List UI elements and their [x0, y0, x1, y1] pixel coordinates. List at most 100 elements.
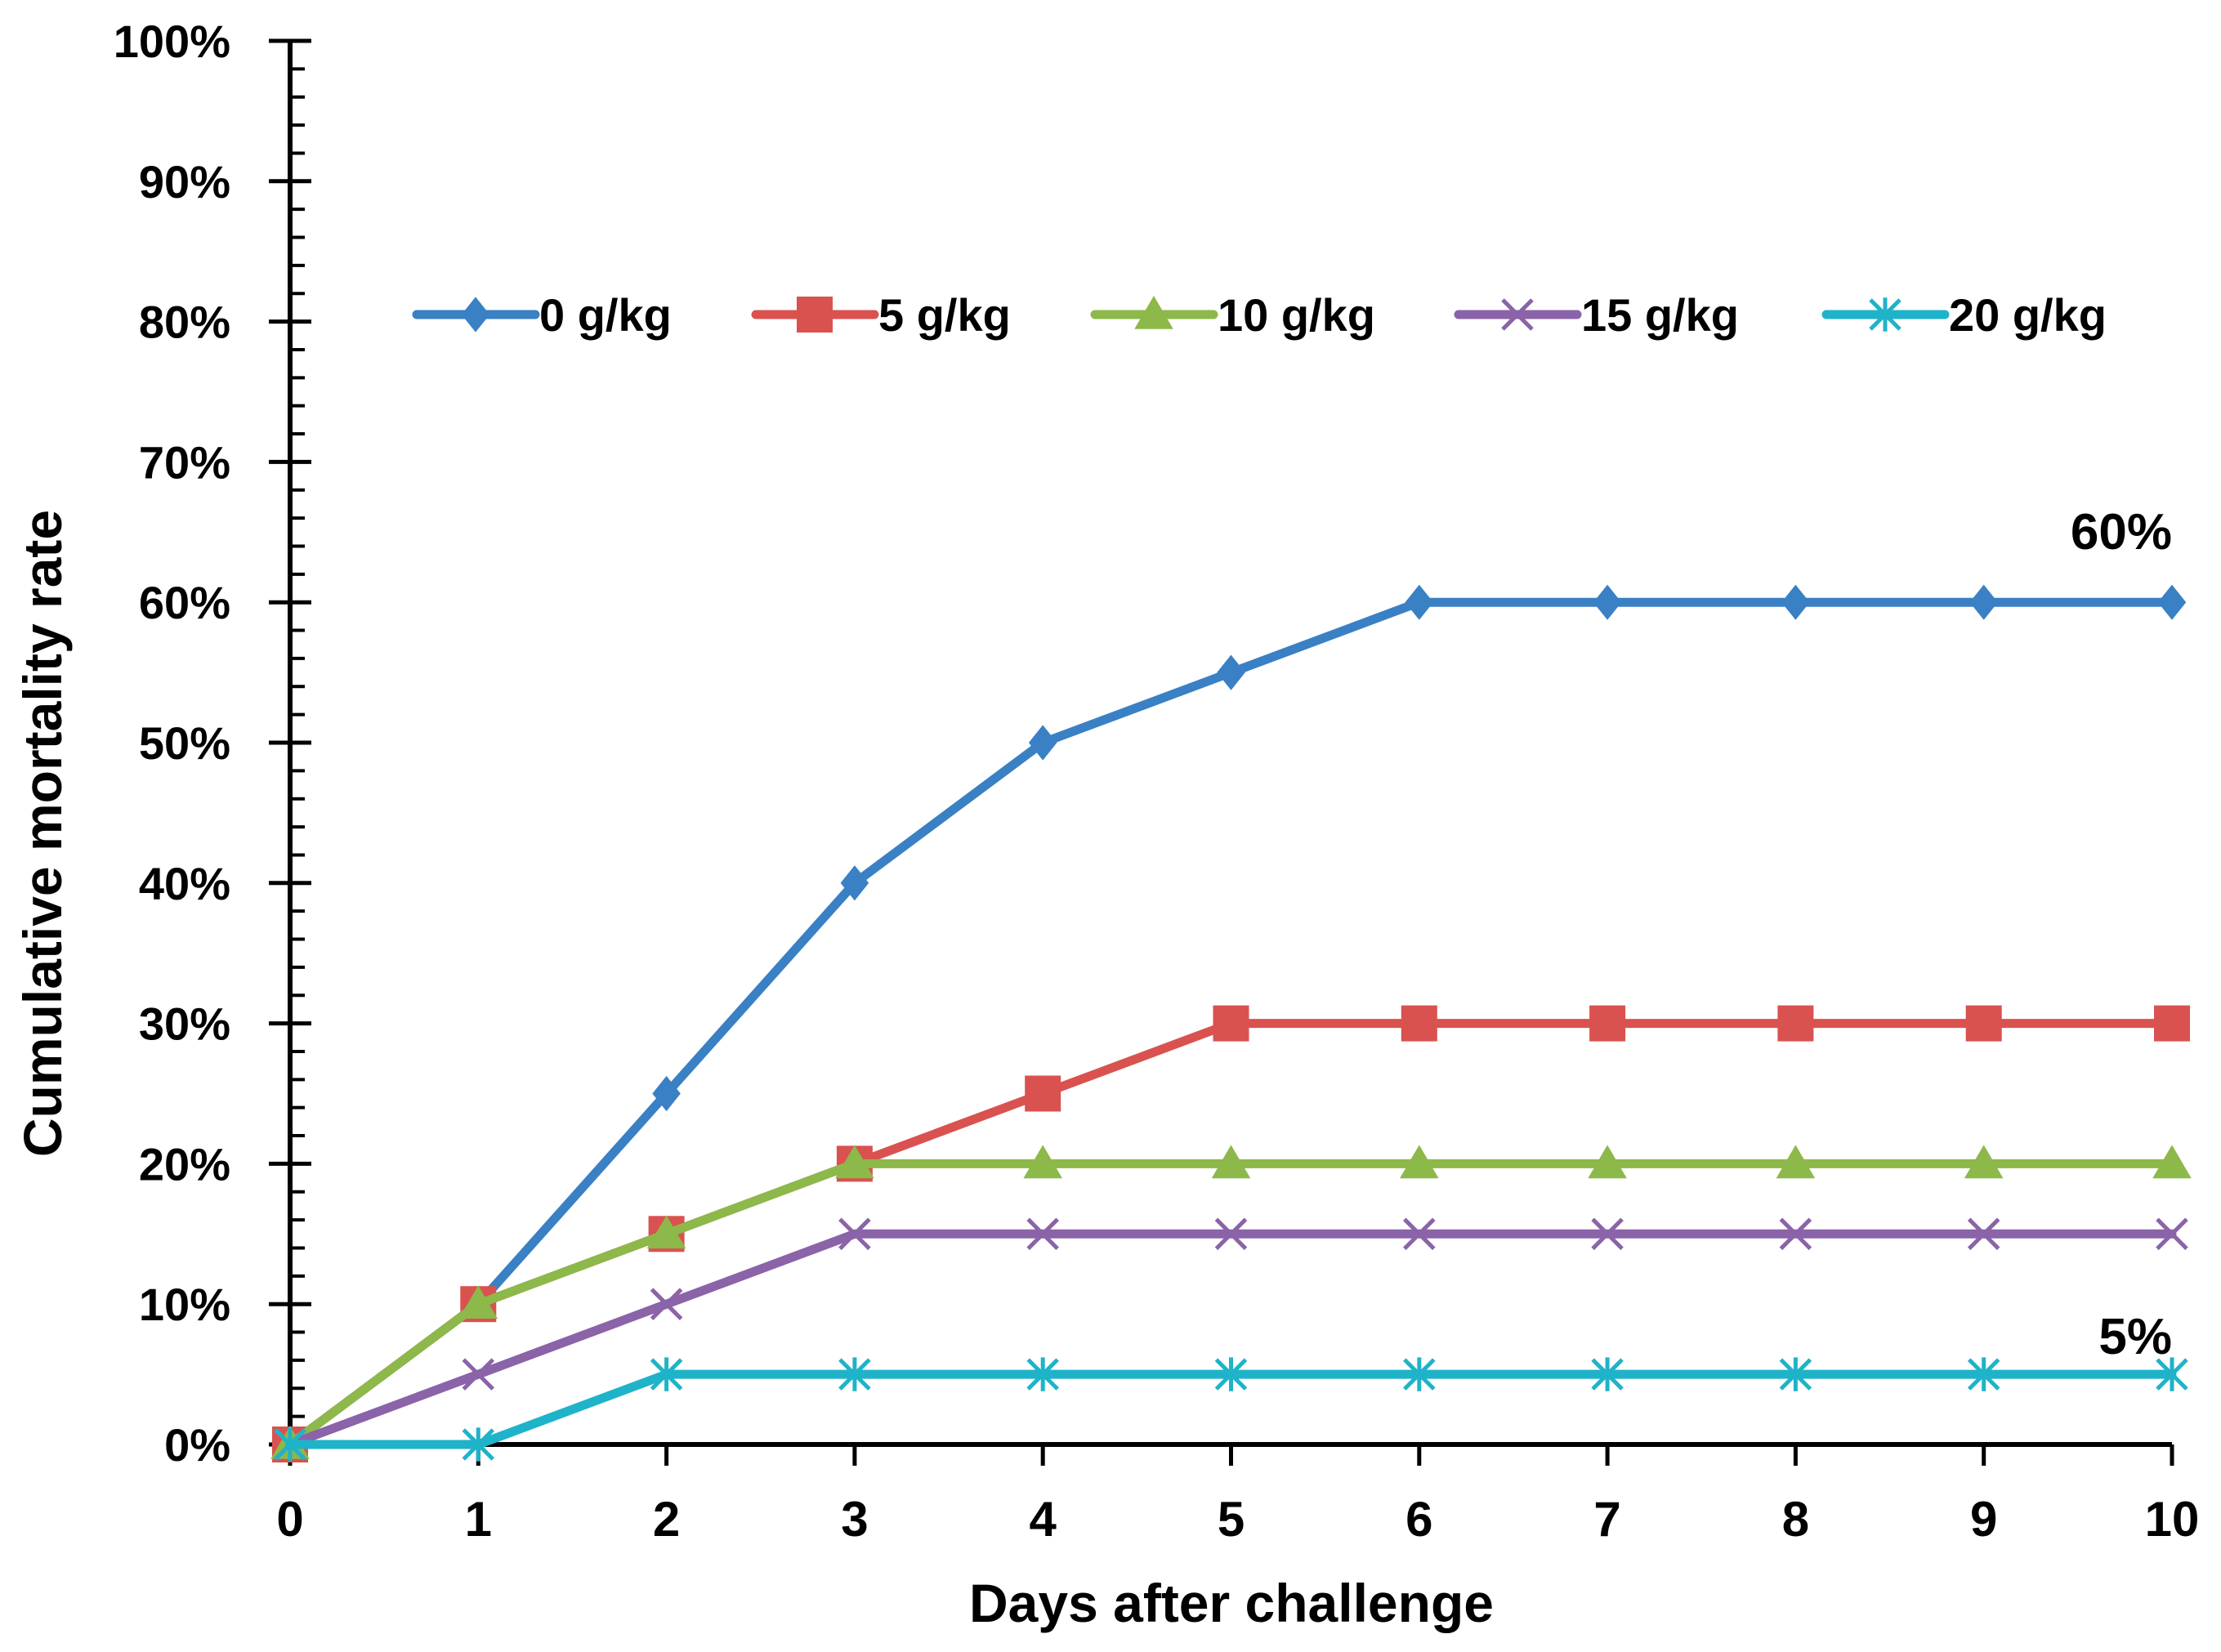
marker-stroke	[1967, 1217, 2000, 1251]
series-line	[285, 1159, 2177, 1449]
data-point	[1214, 1217, 1248, 1251]
data-point	[274, 1427, 306, 1462]
x-tick-label: 3	[841, 1492, 868, 1547]
legend-label: 0 g/kg	[539, 289, 672, 341]
data-point	[650, 1288, 683, 1320]
marker-stroke	[1591, 1217, 1624, 1251]
data-point	[1967, 1357, 2000, 1391]
y-tick-label: 60%	[139, 577, 230, 628]
data-point	[835, 1145, 874, 1179]
data-point	[1967, 1217, 2000, 1251]
data-point	[1777, 1005, 1814, 1042]
data-point	[1781, 584, 1810, 620]
data-point	[458, 1285, 498, 1319]
data-point	[1214, 1357, 1248, 1391]
x-tick-label: 7	[1593, 1492, 1620, 1547]
x-tick-label: 0	[276, 1492, 303, 1547]
marker-stroke	[1403, 1217, 1436, 1251]
data-point	[1211, 1145, 1251, 1179]
y-tick-label: 80%	[139, 297, 230, 348]
annotation-label: 60%	[2071, 504, 2172, 560]
data-point	[2157, 584, 2187, 620]
data-point	[1401, 1005, 1437, 1042]
legend-marker	[1134, 296, 1173, 329]
data-point	[2154, 1005, 2190, 1042]
data-point	[2156, 1357, 2188, 1391]
x-tick-label: 2	[653, 1492, 680, 1547]
data-point	[1403, 1217, 1436, 1251]
marker-stroke	[1501, 298, 1534, 331]
marker-stroke	[1779, 1217, 1812, 1251]
data-point	[462, 1358, 495, 1391]
data-point	[1776, 1145, 1816, 1179]
y-tick-label: 0%	[164, 1419, 230, 1471]
legend-item: 0 g/kg	[412, 289, 672, 341]
legend-label: 20 g/kg	[1949, 289, 2107, 341]
x-tick-label: 5	[1218, 1492, 1245, 1547]
data-point	[1965, 1005, 2002, 1042]
x-tick-label: 8	[1782, 1492, 1809, 1547]
data-point	[1588, 1145, 1627, 1179]
y-axis-title: Cumulative mortality rate	[12, 510, 73, 1157]
y-tick-label: 40%	[139, 858, 230, 909]
y-tick-label: 30%	[139, 998, 230, 1050]
x-tick-label: 10	[2145, 1492, 2200, 1547]
data-point	[2156, 1217, 2188, 1251]
data-point	[1779, 1217, 1812, 1251]
legend-marker	[461, 297, 490, 333]
marker-stroke	[1026, 1217, 1059, 1251]
legend-marker	[1869, 297, 1901, 332]
marker-stroke	[838, 1217, 871, 1251]
data-point	[646, 1215, 686, 1249]
marker-stroke	[1214, 1217, 1248, 1251]
x-tick-label: 6	[1405, 1492, 1432, 1547]
legend-label: 5 g/kg	[878, 289, 1011, 341]
marker-stroke	[462, 1358, 495, 1391]
annotation-label: 5%	[2098, 1309, 2172, 1365]
data-point	[1405, 584, 1434, 620]
data-point	[1213, 1005, 1249, 1042]
data-point	[1779, 1357, 1812, 1391]
y-tick-label: 100%	[114, 16, 230, 67]
data-point	[838, 1217, 871, 1251]
data-point	[1400, 1145, 1439, 1179]
legend-marker	[797, 297, 833, 333]
data-point	[1591, 1357, 1624, 1391]
legend: 0 g/kg 5 g/kg 10 g/kg 15 g/kg 20 g/kg	[412, 289, 2107, 341]
y-tick-label: 10%	[139, 1279, 230, 1330]
data-point	[1593, 584, 1622, 620]
x-tick-label: 9	[1970, 1492, 1997, 1547]
y-tick-label: 20%	[139, 1138, 230, 1190]
y-tick-label: 50%	[139, 717, 230, 769]
y-tick-label: 90%	[139, 156, 230, 208]
data-point	[2152, 1145, 2192, 1179]
data-point	[1969, 584, 1998, 620]
legend-label: 15 g/kg	[1581, 289, 1739, 341]
series-lines	[270, 584, 2192, 1462]
x-axis-title: Days after challenge	[969, 1573, 1494, 1633]
data-point	[1591, 1217, 1624, 1251]
data-point	[650, 1357, 683, 1391]
data-point	[840, 865, 869, 901]
legend-label: 10 g/kg	[1218, 289, 1375, 341]
legend-item: 5 g/kg	[751, 289, 1011, 341]
data-point	[1217, 654, 1245, 690]
legend-marker	[1501, 298, 1534, 331]
legend-item: 20 g/kg	[1821, 289, 2107, 341]
annotations: 60% 5%	[2071, 504, 2172, 1365]
data-point	[1964, 1145, 2004, 1179]
data-point	[1589, 1005, 1626, 1042]
data-point	[1026, 1217, 1059, 1251]
data-point	[1403, 1357, 1436, 1391]
marker-stroke	[2156, 1217, 2188, 1251]
data-point	[1023, 1145, 1062, 1179]
marker-stroke	[650, 1288, 683, 1320]
x-tick-label: 1	[465, 1492, 492, 1547]
series-15-g-kg	[274, 1217, 2188, 1461]
series-20-g-kg	[274, 1357, 2188, 1462]
y-tick-label: 70%	[139, 436, 230, 488]
data-point	[1025, 1075, 1061, 1112]
data-point	[652, 1075, 681, 1112]
